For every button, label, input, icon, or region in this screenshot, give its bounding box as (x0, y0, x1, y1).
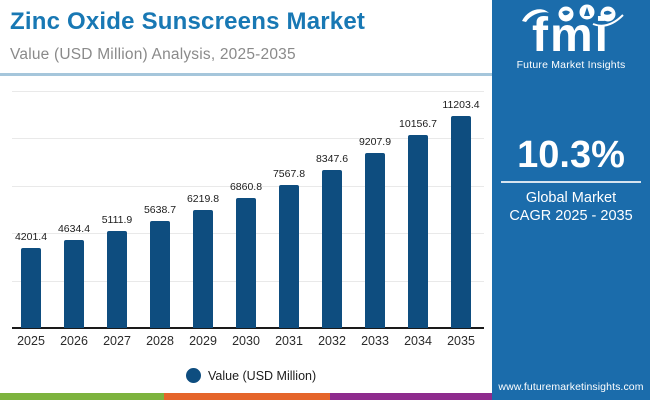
x-tick-label: 2035 (447, 334, 475, 348)
bar-2026 (64, 240, 84, 328)
bar-value-label: 6860.8 (229, 180, 263, 193)
bar-value-label: 11203.4 (442, 98, 480, 111)
bar-2031 (279, 184, 299, 328)
swoosh-icon (522, 9, 549, 22)
logo-globe-icons (522, 4, 624, 27)
bar-value-label: 8347.6 (315, 152, 349, 165)
bar-2035 (451, 115, 471, 328)
x-tick-label: 2032 (318, 334, 346, 348)
x-tick-label: 2033 (361, 334, 389, 348)
bar-value-label: 5111.9 (101, 214, 133, 227)
x-tick-label: 2031 (275, 334, 303, 348)
logo-caption: Future Market Insights (516, 59, 626, 71)
cagr-label-line1: Global Market (525, 190, 617, 206)
website-url[interactable]: www.futuremarketinsights.com (498, 381, 644, 393)
footer-stripe-green (0, 393, 164, 400)
globe-map-detail (562, 10, 570, 16)
bar-value-label: 5638.7 (143, 204, 177, 217)
x-tick-label: 2030 (232, 334, 260, 348)
bar-value-label: 4634.4 (57, 223, 91, 236)
sidebar: fmi Future Market Insights 10.3% Global … (492, 0, 650, 400)
page-subtitle: Value (USD Million) Analysis, 2025-2035 (10, 46, 296, 63)
x-tick-label: 2028 (146, 334, 174, 348)
x-tick-label: 2034 (404, 334, 432, 348)
bar-2027 (107, 231, 127, 328)
footer-stripe-orange (164, 393, 330, 400)
bar-2029 (193, 210, 213, 328)
bar-2030 (236, 197, 256, 328)
bar-2032 (322, 169, 342, 328)
x-axis-line (12, 327, 484, 329)
cagr-divider (501, 181, 641, 183)
bar-value-label: 10156.7 (399, 118, 437, 131)
footer-stripe-purple (330, 393, 492, 400)
x-tick-label: 2027 (103, 334, 131, 348)
bar-value-label: 6219.8 (186, 193, 220, 206)
legend-label: Value (USD Million) (208, 368, 317, 383)
x-tick-label: 2029 (189, 334, 217, 348)
bar-value-label: 4201.4 (14, 231, 48, 244)
bar-2025 (21, 248, 41, 328)
bar-2028 (150, 221, 170, 328)
bar-2034 (408, 135, 428, 328)
chart-legend: Value (USD Million) (186, 368, 316, 383)
bar-value-label: 9207.9 (358, 136, 392, 149)
gridline (12, 138, 484, 140)
header-divider (0, 73, 492, 76)
globe-map-detail (604, 10, 612, 15)
x-tick-label: 2026 (60, 334, 88, 348)
cagr-value: 10.3% (517, 134, 625, 176)
fmi-logo: fmi (532, 9, 610, 62)
x-tick-label: 2025 (17, 334, 45, 348)
cagr-label-line2: CAGR 2025 - 2035 (509, 208, 633, 224)
orbit-arc-icon (592, 14, 624, 27)
bar-2033 (365, 153, 385, 328)
gridline (12, 185, 484, 187)
page-title: Zinc Oxide Sunscreens Market (10, 8, 366, 35)
gridline (12, 91, 484, 92)
bar-value-label: 7567.8 (272, 167, 306, 180)
globe-map-detail (584, 7, 590, 16)
legend-marker-icon (186, 368, 201, 383)
